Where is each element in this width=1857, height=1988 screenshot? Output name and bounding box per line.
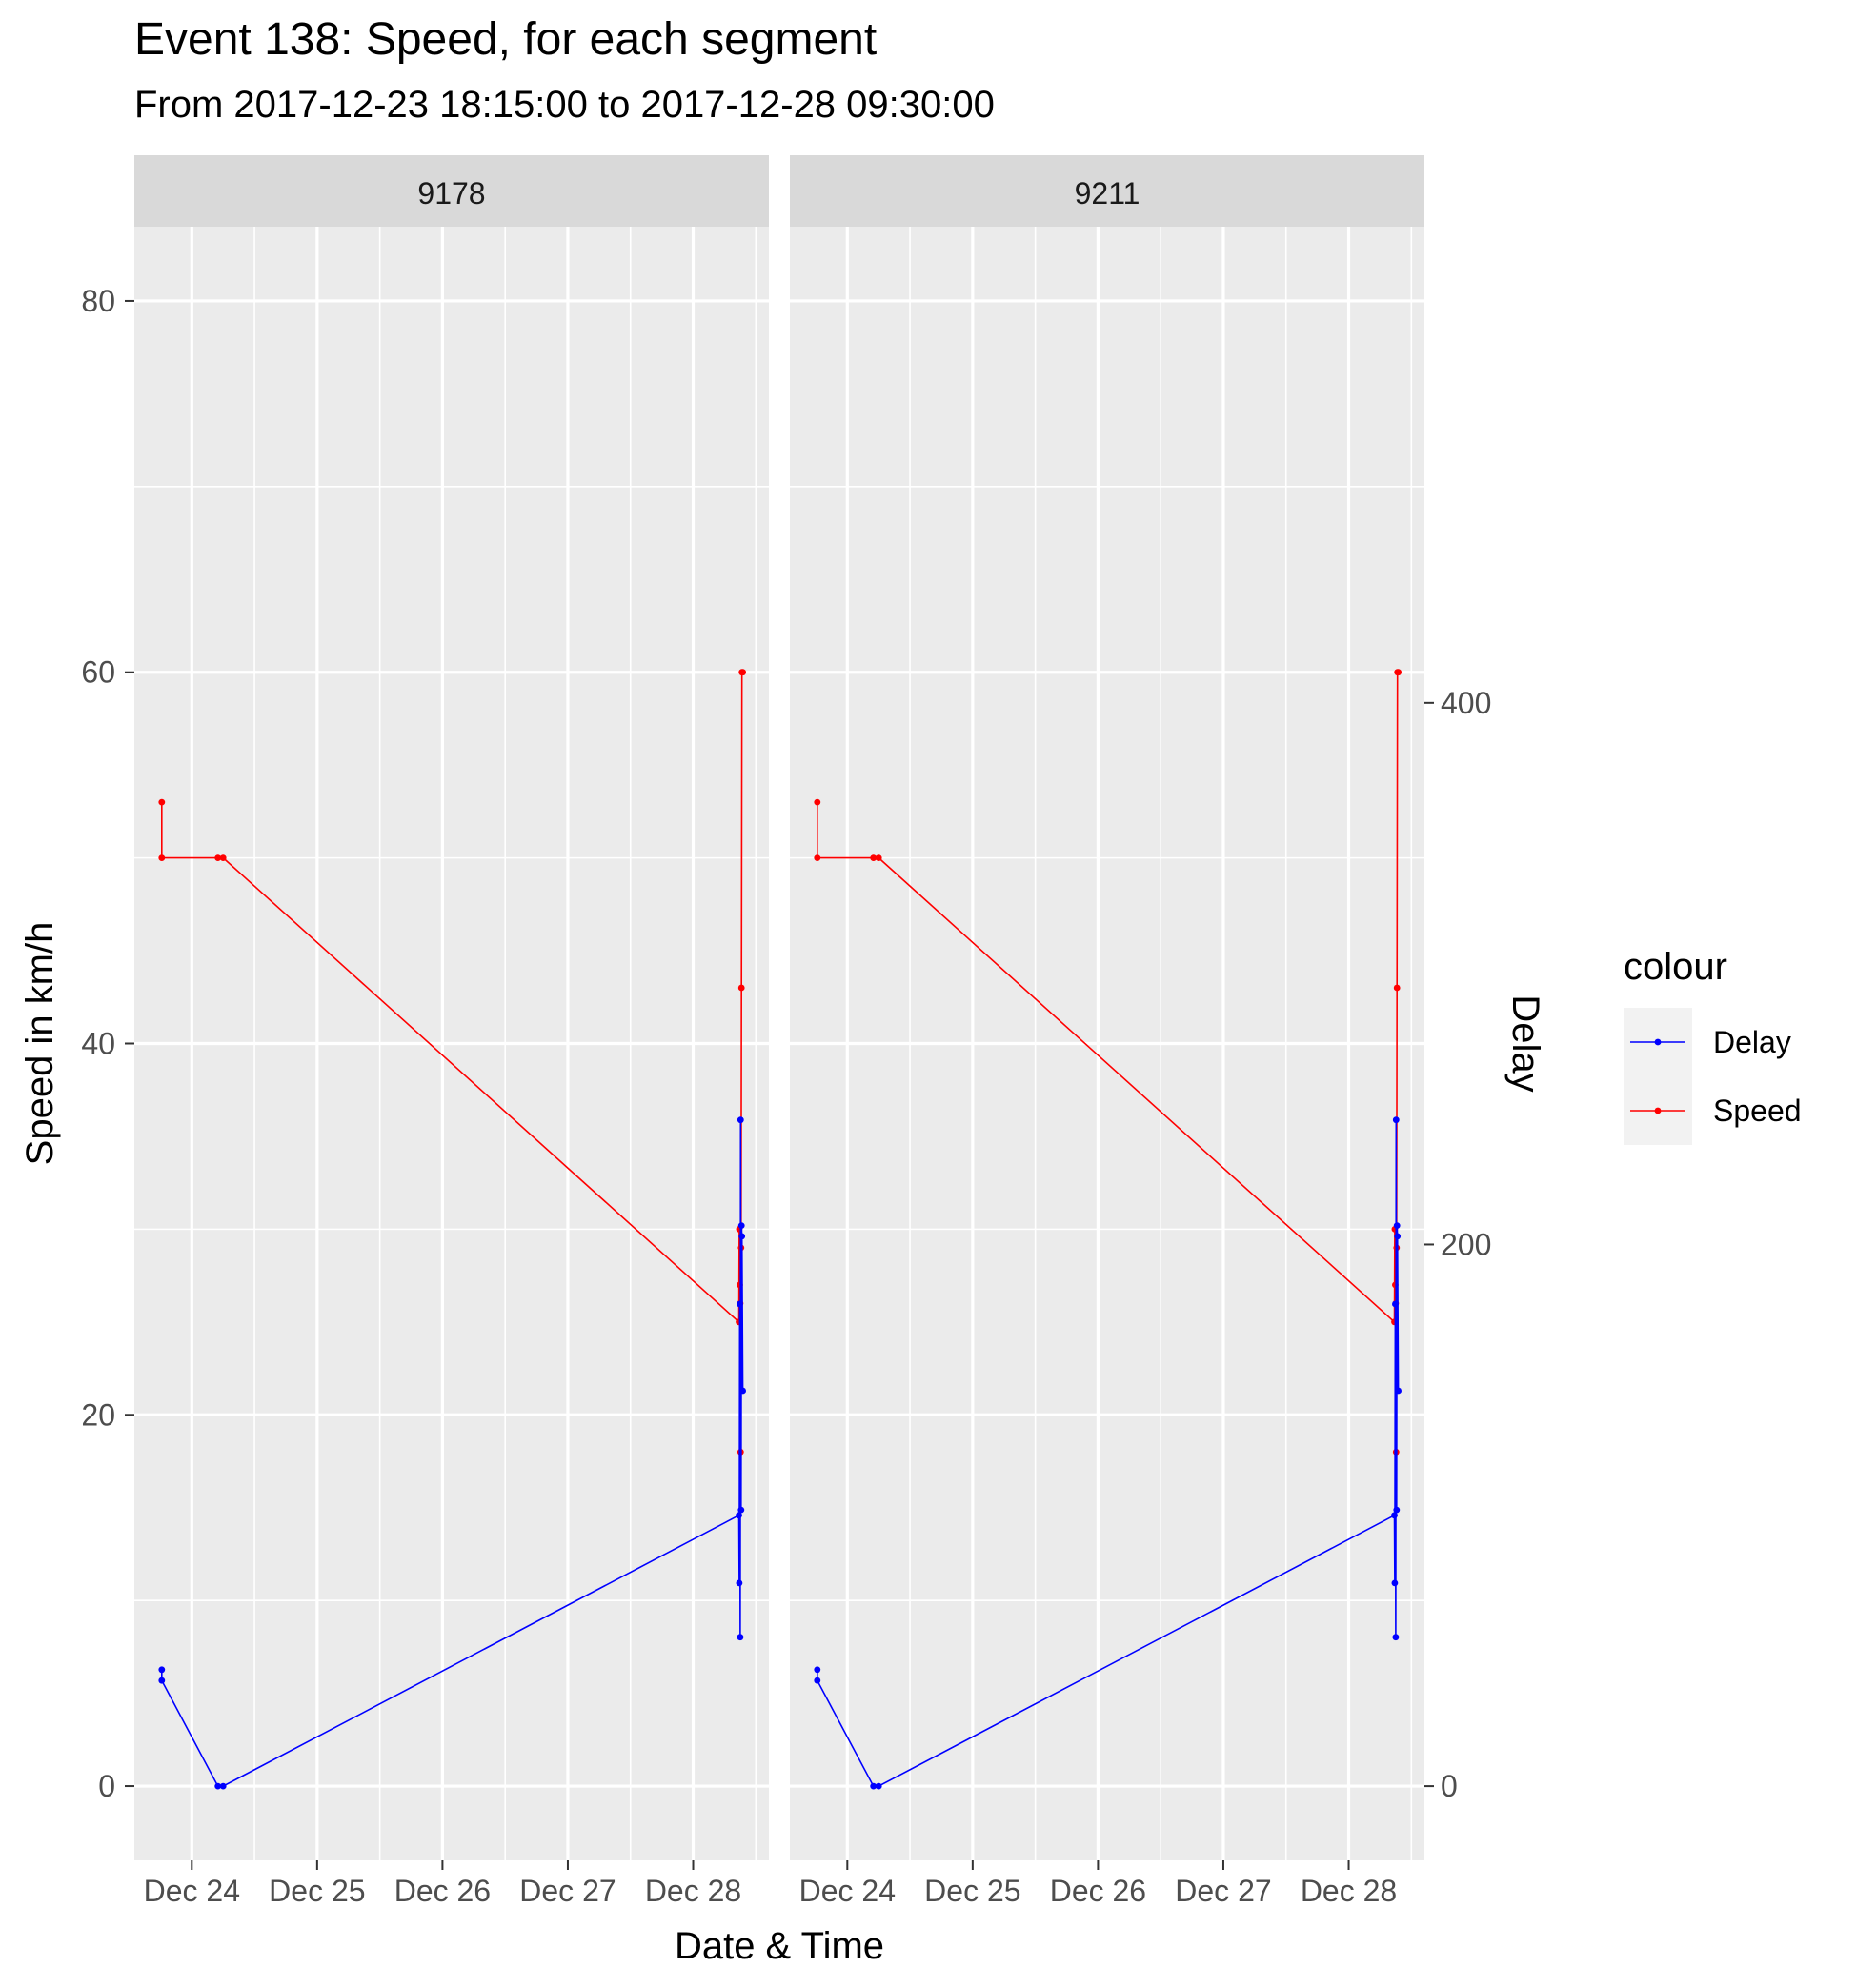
data-point-delay — [736, 1579, 743, 1587]
y-tick-label: 40 — [81, 1027, 115, 1061]
data-point-delay — [214, 1782, 222, 1790]
x-axis-title: Date & Time — [675, 1925, 884, 1967]
y-tick-label: 80 — [81, 284, 115, 318]
x-tick-label: Dec 26 — [394, 1874, 491, 1908]
legend-label-delay: Delay — [1713, 1025, 1791, 1059]
facet-strip-label: 9211 — [1075, 176, 1140, 211]
data-point-speed — [219, 854, 227, 861]
data-point-delay — [219, 1782, 227, 1790]
data-point-speed — [814, 854, 821, 861]
facet-strip-label: 9178 — [417, 176, 485, 211]
x-tick-label: Dec 25 — [924, 1874, 1020, 1908]
legend: colour Delay Speed — [1624, 946, 1802, 1145]
x-tick-label: Dec 24 — [799, 1874, 896, 1908]
chart-subtitle: From 2017-12-23 18:15:00 to 2017-12-28 0… — [134, 84, 995, 126]
data-point-delay — [1392, 1116, 1400, 1124]
data-point-delay — [158, 1666, 166, 1674]
data-point-delay — [814, 1677, 821, 1684]
data-point-delay — [737, 1300, 743, 1308]
x-tick-label: Dec 26 — [1050, 1874, 1146, 1908]
data-point-delay — [739, 1387, 746, 1395]
x-tick-label: Dec 28 — [645, 1874, 741, 1908]
data-point-delay — [1394, 1233, 1402, 1240]
x-tick-label: Dec 25 — [269, 1874, 365, 1908]
data-point-delay — [737, 1634, 744, 1641]
data-point-speed — [814, 798, 821, 806]
legend-label-speed: Speed — [1713, 1094, 1802, 1128]
data-point-speed — [737, 984, 745, 992]
data-point-delay — [1392, 1634, 1400, 1641]
data-point-speed — [158, 798, 166, 806]
y2-tick-label: 200 — [1441, 1227, 1491, 1261]
x-tick-label: Dec 27 — [1175, 1874, 1271, 1908]
y2-tick-label: 400 — [1441, 686, 1491, 720]
data-point-delay — [737, 1506, 745, 1514]
data-point-speed — [870, 854, 878, 861]
data-point-delay — [870, 1782, 878, 1790]
data-point-delay — [1393, 1222, 1401, 1229]
data-point-delay — [738, 1233, 746, 1240]
data-point-speed — [214, 854, 222, 861]
y-tick-label: 0 — [98, 1769, 115, 1803]
data-point-speed — [875, 854, 882, 861]
y2-tick-label: 0 — [1441, 1769, 1458, 1803]
y2-axis-title: Delay — [1504, 994, 1546, 1092]
data-point-delay — [814, 1666, 821, 1674]
facet-strip — [134, 155, 769, 227]
data-point-speed — [1393, 984, 1401, 992]
data-point-delay — [1391, 1512, 1398, 1519]
facet-panel-9211: 9211 Dec 24 Dec 25 Dec 26 Dec 27 Dec 28 — [790, 155, 1424, 1908]
chart-title: Event 138: Speed, for each segment — [134, 14, 878, 65]
data-point-speed — [739, 669, 746, 676]
data-point-delay — [737, 1116, 744, 1124]
legend-title: colour — [1624, 946, 1727, 988]
data-point-delay — [1393, 1506, 1401, 1514]
facet-strip — [790, 155, 1424, 227]
data-point-delay — [1395, 1387, 1402, 1395]
data-point-speed — [1395, 669, 1402, 676]
y-tick-label: 60 — [81, 655, 115, 690]
y-tick-label: 20 — [81, 1397, 115, 1432]
y-axis-title: Speed in km/h — [19, 922, 61, 1166]
legend-point-speed — [1654, 1107, 1662, 1114]
legend-point-delay — [1654, 1038, 1662, 1046]
data-point-delay — [1392, 1300, 1399, 1308]
facet-panel-9178: 9178 Dec 24 Dec 25 Dec 26 Dec 27 Dec 28 — [134, 155, 769, 1908]
x-tick-label: Dec 27 — [519, 1874, 616, 1908]
data-point-delay — [736, 1512, 742, 1519]
data-point-delay — [158, 1677, 166, 1684]
data-point-delay — [737, 1222, 745, 1229]
x-tick-label: Dec 28 — [1301, 1874, 1397, 1908]
x-tick-label: Dec 24 — [144, 1874, 240, 1908]
data-point-delay — [1391, 1579, 1399, 1587]
data-point-speed — [158, 854, 166, 861]
data-point-delay — [875, 1782, 882, 1790]
